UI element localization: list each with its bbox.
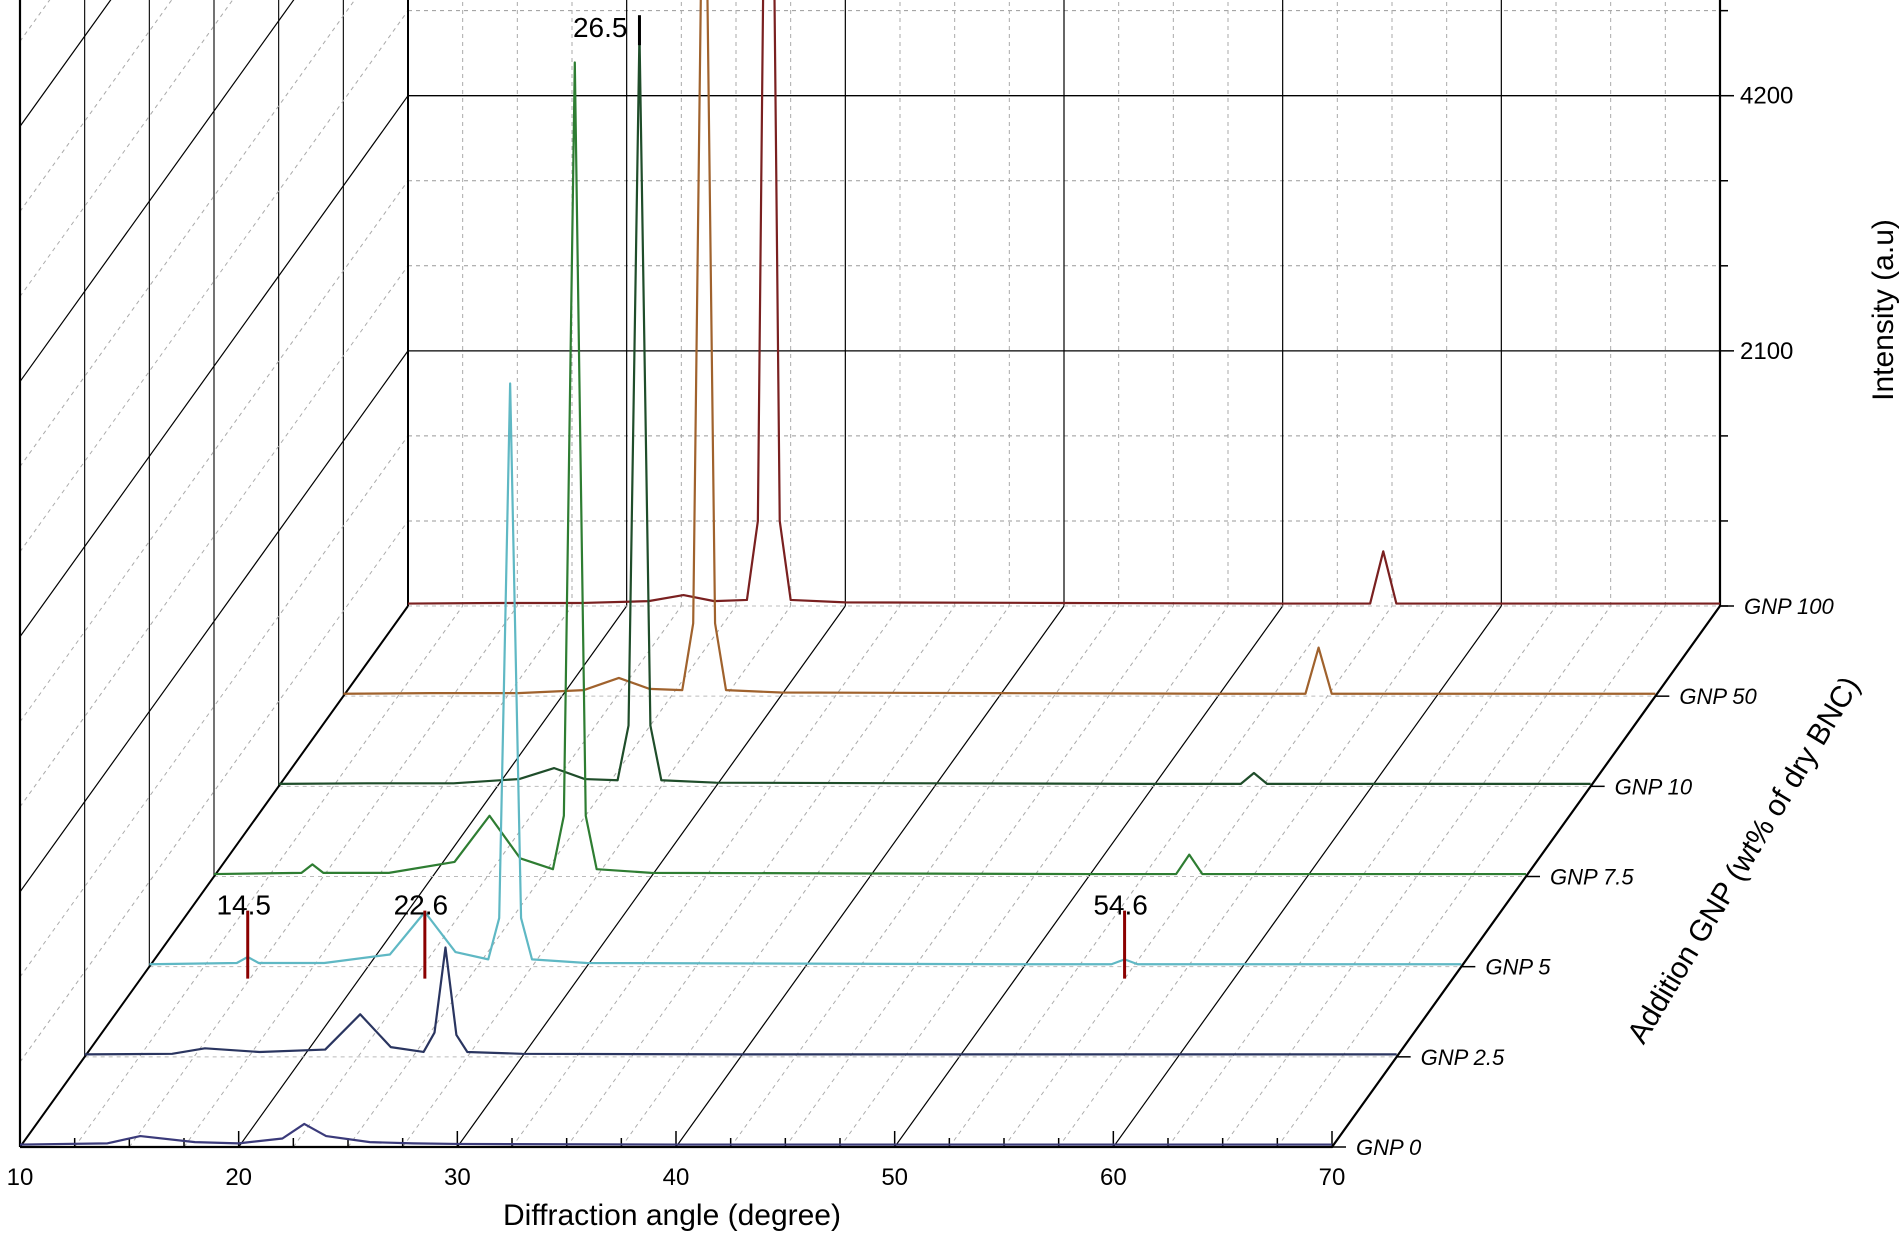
floor-gridline: [839, 605, 1229, 1148]
wall-frame: [18, 0, 1722, 1147]
x-tick-label: 50: [881, 1164, 908, 1191]
x-tick-label: 60: [1100, 1164, 1127, 1191]
side-wall-gridline-minor: [19, 0, 356, 467]
axes-frame: [18, 0, 1734, 1149]
floor-gridline: [128, 605, 518, 1148]
y-tick-label: 4200: [1740, 83, 1793, 110]
series-line: [213, 61, 1526, 876]
side-wall-gridline-minor: [19, 180, 409, 723]
floor-gridline: [784, 605, 1174, 1148]
x-tick-label: 10: [7, 1164, 34, 1191]
z-axis-title: Addition GNP (wt% of dry BNC): [1621, 671, 1866, 1049]
series-label: GNP 2.5: [1421, 1045, 1505, 1070]
peak-annotation-label: 22.6: [394, 890, 449, 921]
floor-gridline: [74, 605, 464, 1148]
series-line: [19, 1122, 1332, 1146]
y-axis-title: Intensity (a.u): [1867, 219, 1900, 401]
x-tick-label: 70: [1319, 1164, 1346, 1191]
peak-annotations: 14.5 22.6 54.6 26.5: [216, 12, 1148, 979]
floor-gridline: [1112, 605, 1502, 1148]
peak-annotation-label: 54.6: [1093, 890, 1148, 921]
side-wall-gridline-minor: [19, 10, 409, 552]
y-tick-label: 2100: [1740, 338, 1793, 365]
peak-annotation-label: 14.5: [216, 890, 271, 921]
peak-annotation-label: 26.5: [573, 12, 628, 43]
x-tick-label: 20: [225, 1164, 252, 1191]
floor-gridline: [730, 605, 1120, 1148]
side-wall-gridline-minor: [19, 435, 409, 978]
grid-lines: [19, 0, 1721, 1148]
x-axis-title: Diffraction angle (degree): [503, 1199, 841, 1232]
floor-gridline: [402, 605, 792, 1148]
floor-gridline: [183, 605, 573, 1148]
floor-gridline: [1058, 605, 1448, 1148]
floor-gridline: [456, 605, 846, 1148]
series-line: [343, 0, 1656, 695]
x-tick-label: 30: [444, 1164, 471, 1191]
x-tick-label: 40: [663, 1164, 690, 1191]
series-line: [149, 382, 1462, 966]
series-label: GNP 0: [1356, 1135, 1422, 1160]
series-lines: [19, 0, 1720, 1146]
series-label: GNP 10: [1615, 774, 1693, 799]
series-label: GNP 5: [1485, 955, 1551, 980]
series-line: [84, 946, 1397, 1056]
side-wall-gridline-minor: [19, 265, 409, 808]
side-wall-gridline-minor: [19, 520, 409, 1063]
side-floor-edge: [19, 605, 409, 1148]
series-line: [278, 31, 1591, 786]
series-label: GNP 7.5: [1550, 865, 1634, 890]
series-label: GNP 50: [1679, 684, 1757, 709]
floor-gridline: [1167, 605, 1557, 1148]
series-label: GNP 100: [1744, 594, 1834, 619]
